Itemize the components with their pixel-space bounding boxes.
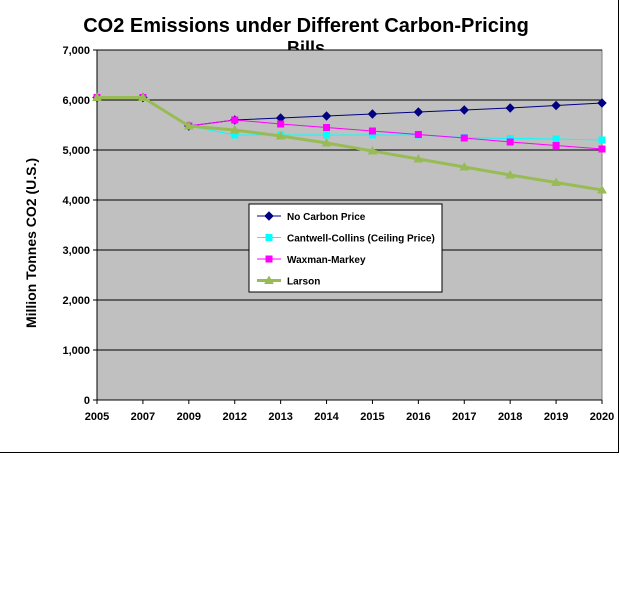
data-point bbox=[323, 131, 331, 139]
data-point bbox=[414, 131, 422, 138]
y-tick-label: 1,000 bbox=[62, 345, 90, 357]
data-point bbox=[92, 92, 102, 101]
data-point bbox=[183, 120, 194, 130]
legend-swatch-marker bbox=[264, 275, 274, 284]
y-tick-label: 0 bbox=[84, 395, 90, 407]
x-tick-label: 2017 bbox=[452, 411, 476, 423]
series-layer bbox=[92, 92, 607, 194]
legend-label: Cantwell-Collins (Ceiling Price) bbox=[287, 234, 435, 245]
legend: No Carbon Price Cantwell-Collins (Ceiling… bbox=[248, 203, 443, 293]
axes: 0 1,000 2,000 3,000 4,000 5,000 6,000 7,000 2005… bbox=[62, 45, 614, 423]
data-point bbox=[460, 134, 468, 142]
data-point bbox=[138, 92, 148, 101]
data-point bbox=[551, 100, 561, 111]
x-tick-label: 2020 bbox=[590, 411, 614, 423]
y-tick-label: 7,000 bbox=[62, 45, 90, 57]
data-point bbox=[321, 111, 332, 121]
data-point bbox=[505, 103, 515, 113]
legend-label: Larson bbox=[287, 277, 320, 288]
x-tick-label: 2005 bbox=[85, 411, 109, 423]
data-point bbox=[368, 127, 376, 135]
data-point bbox=[367, 145, 378, 155]
x-tick-label: 2007 bbox=[131, 411, 155, 423]
y-tick-label: 4,000 bbox=[62, 195, 90, 207]
data-point bbox=[506, 138, 514, 146]
x-tick-label: 2013 bbox=[268, 411, 292, 423]
x-tick-label: 2016 bbox=[406, 411, 430, 423]
data-point bbox=[552, 142, 560, 149]
legend-swatch-marker bbox=[265, 255, 273, 263]
data-point bbox=[277, 120, 285, 128]
data-point bbox=[598, 136, 606, 144]
data-point bbox=[597, 98, 607, 108]
x-tick-label: 2012 bbox=[222, 411, 246, 423]
x-tick-label: 2018 bbox=[498, 411, 522, 423]
data-point bbox=[505, 169, 516, 179]
data-point bbox=[597, 184, 607, 194]
chart-frame: CO2 Emissions under Different Carbon-Pri… bbox=[0, 0, 619, 453]
data-point bbox=[321, 137, 332, 147]
data-point bbox=[323, 124, 331, 131]
y-tick-label: 2,000 bbox=[62, 295, 90, 307]
data-point bbox=[598, 145, 606, 153]
data-point bbox=[229, 124, 240, 134]
y-axis-label: Million Tonnes CO2 (U.S.) bbox=[23, 158, 39, 328]
y-tick-label: 3,000 bbox=[62, 245, 90, 257]
data-point bbox=[551, 177, 561, 186]
data-point bbox=[367, 109, 378, 119]
series-4 bbox=[92, 92, 607, 194]
chart-title-line1: CO2 Emissions under Different Carbon-Pri… bbox=[83, 15, 529, 37]
data-point bbox=[413, 153, 424, 163]
series-line bbox=[97, 96, 603, 192]
x-tick-label: 2015 bbox=[360, 411, 384, 423]
x-tick-label: 2014 bbox=[314, 411, 339, 423]
legend-swatch-marker bbox=[265, 234, 273, 241]
legend-box bbox=[248, 203, 443, 293]
y-tick-label: 5,000 bbox=[62, 145, 90, 157]
data-point bbox=[459, 161, 470, 171]
data-point bbox=[275, 130, 286, 140]
y-tick-label: 6,000 bbox=[62, 95, 90, 107]
legend-swatch-marker bbox=[264, 211, 274, 221]
data-point bbox=[231, 116, 239, 124]
legend-label: No Carbon Price bbox=[287, 212, 366, 223]
data-point bbox=[459, 105, 469, 115]
line-chart: CO2 Emissions under Different Carbon-Pri… bbox=[23, 15, 614, 423]
legend-label: Waxman-Markey bbox=[287, 255, 366, 266]
data-point bbox=[552, 135, 560, 143]
x-tick-label: 2019 bbox=[544, 411, 568, 423]
x-tick-label: 2009 bbox=[177, 411, 201, 423]
data-point bbox=[413, 107, 424, 117]
